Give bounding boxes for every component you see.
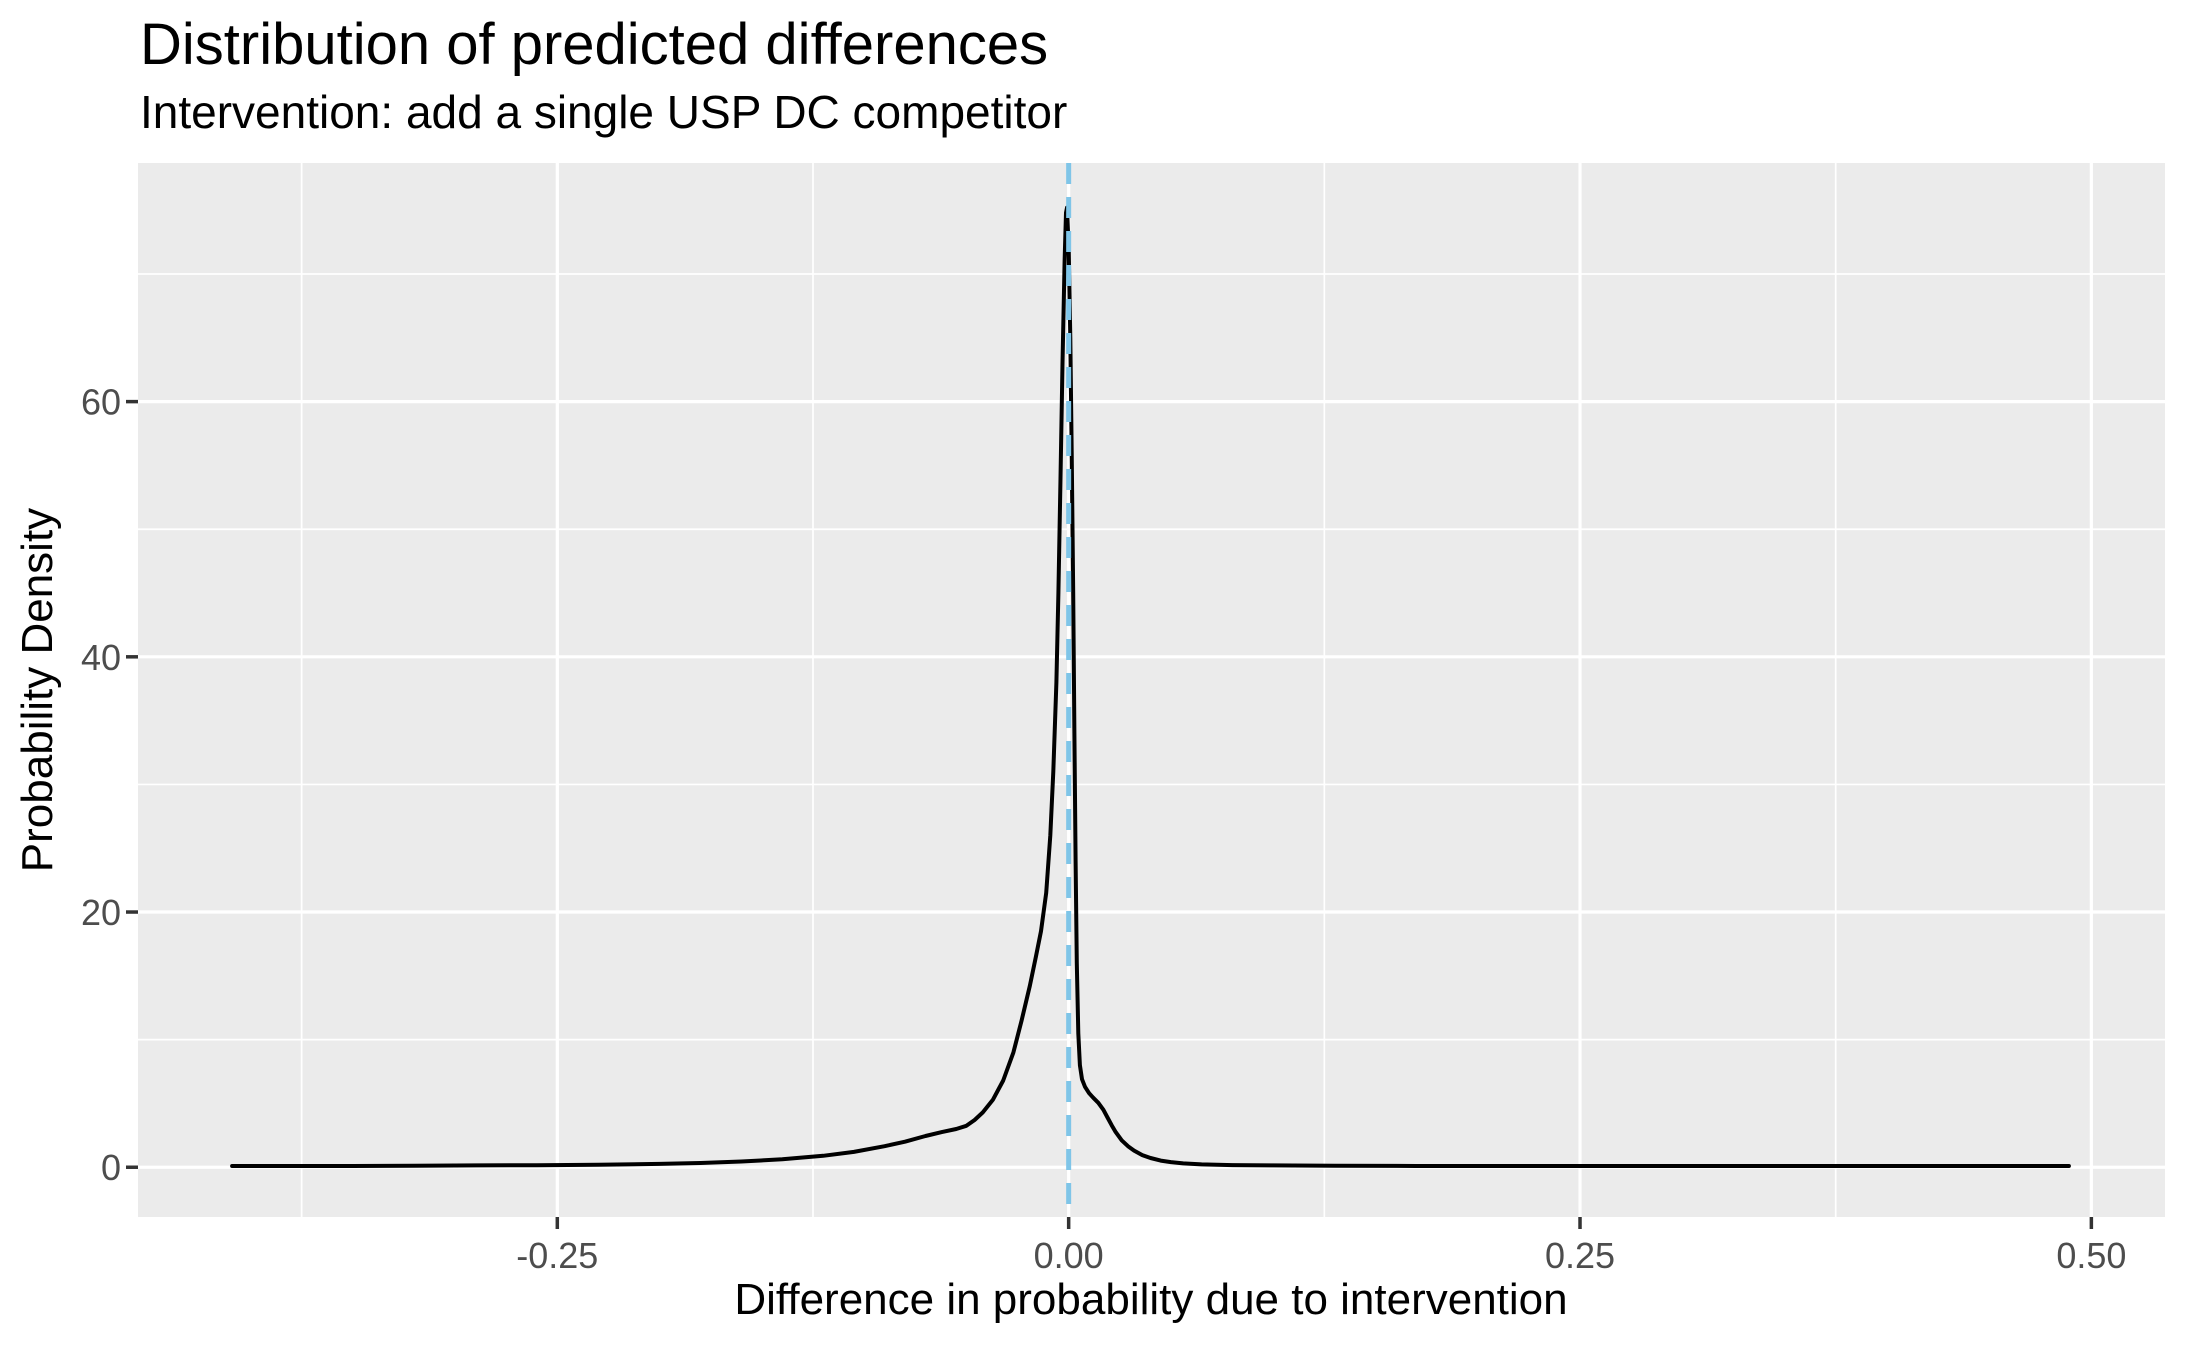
y-axis-tick-label: 40 xyxy=(81,637,121,678)
x-axis-tick-label: -0.25 xyxy=(516,1235,598,1276)
y-axis-tick-label: 0 xyxy=(101,1147,121,1188)
y-axis-tick-label: 60 xyxy=(81,382,121,423)
x-axis-title: Difference in probability due to interve… xyxy=(734,1275,1567,1324)
chart-subtitle: Intervention: add a single USP DC compet… xyxy=(140,86,1067,138)
plot-panel xyxy=(138,163,2165,1217)
y-axis-tick-label: 20 xyxy=(81,892,121,933)
plot-panel-layer: -0.25 0.00 0.25 0.50 0 20 40 60 xyxy=(81,163,2165,1276)
x-axis-tick-label: 0.00 xyxy=(1034,1235,1104,1276)
chart-title: Distribution of predicted differences xyxy=(140,12,1048,77)
x-axis-tick-label: 0.50 xyxy=(2056,1235,2126,1276)
x-axis-tick-label: 0.25 xyxy=(1545,1235,1615,1276)
y-axis-title: Probability Density xyxy=(13,508,62,872)
